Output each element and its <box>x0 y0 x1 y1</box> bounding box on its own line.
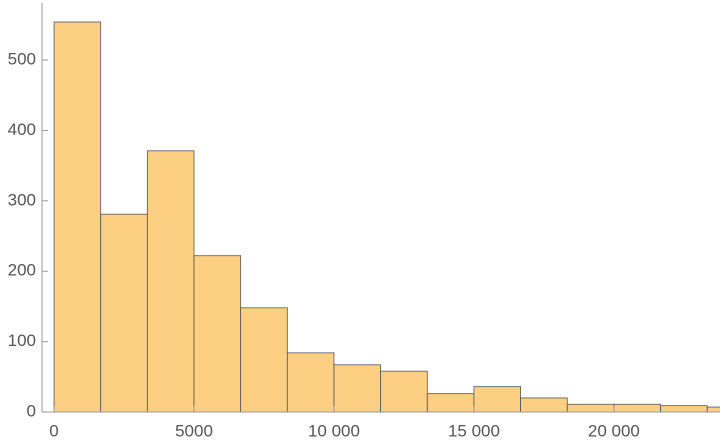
histogram-bar <box>660 405 708 413</box>
x-tick-label: 10 000 <box>308 421 360 440</box>
histogram-bar <box>380 370 428 413</box>
histogram-bar <box>286 352 335 413</box>
histogram-bar <box>146 150 195 413</box>
histogram-bar <box>706 406 720 413</box>
bars <box>53 21 720 413</box>
histogram-bar <box>426 393 475 413</box>
x-tick-label: 20 000 <box>588 421 640 440</box>
histogram-bar <box>473 386 521 413</box>
y-tick-label: 500 <box>8 50 36 69</box>
y-tick-label: 400 <box>8 120 36 139</box>
histogram-bar <box>193 255 242 413</box>
y-tick-label: 200 <box>8 261 36 280</box>
x-tick-label: 5000 <box>175 421 213 440</box>
histogram-bar <box>333 364 382 413</box>
x-tick-label: 15 000 <box>448 421 500 440</box>
y-tick-label: 300 <box>8 190 36 209</box>
histogram-bar <box>613 403 661 413</box>
x-tick-label: 0 <box>49 421 58 440</box>
histogram-bar <box>100 213 148 413</box>
histogram-bar <box>566 403 615 413</box>
histogram-bar <box>240 307 288 413</box>
y-tick-label: 100 <box>8 331 36 350</box>
y-tick-label: 0 <box>27 401 36 420</box>
histogram-bar <box>520 397 568 413</box>
histogram-bar <box>53 21 102 413</box>
